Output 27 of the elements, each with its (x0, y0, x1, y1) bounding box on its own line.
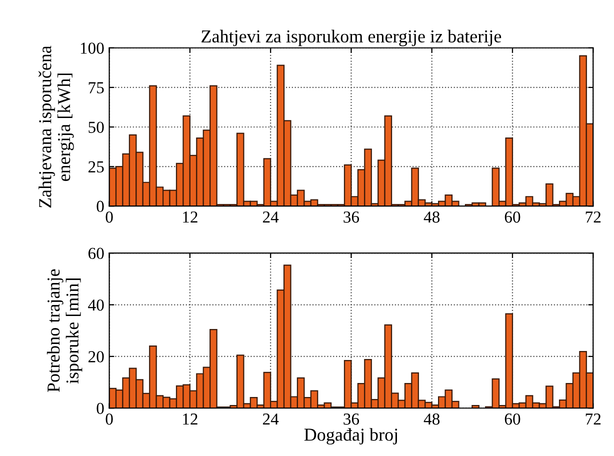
x-tick-label: 60 (504, 211, 520, 223)
x-tick-label: 72 (586, 414, 601, 425)
x-tick-label: 24 (262, 414, 279, 425)
x-tick-label: 12 (183, 414, 198, 425)
x-tick-label: 36 (344, 414, 360, 425)
x-tick-label: 12 (183, 212, 198, 223)
y-tick-label: 25 (88, 161, 104, 172)
y-axis-title: Potrebno trajanje isporuke [min] (46, 269, 82, 392)
x-tick-label: 36 (344, 212, 360, 223)
y-tick-label: 0 (96, 200, 104, 212)
x-tick-label: 48 (424, 211, 440, 223)
x-tick-label: 0 (106, 413, 113, 425)
y-axis-title: Zahtjevana isporučena energija [kWh] (38, 46, 74, 208)
y-tick-label: 100 (80, 42, 104, 54)
y-tick-label: 50 (88, 122, 104, 133)
x-tick-label: 0 (106, 211, 113, 223)
x-tick-label: 72 (586, 212, 601, 223)
x-tick-label: 48 (424, 413, 440, 425)
y-tick-label: 60 (88, 248, 104, 260)
y-tick-label: 0 (96, 402, 104, 414)
x-tick-label: 24 (262, 212, 279, 223)
y-tick-label: 20 (88, 351, 104, 362)
y-tick-label: 75 (88, 82, 104, 94)
x-tick-label: 60 (504, 413, 520, 425)
chart-title: Zahtjevi za isporukom energije iz baterije (202, 30, 502, 46)
x-axis-title: Događaj broj (304, 428, 398, 445)
y-tick-label: 40 (88, 299, 104, 311)
